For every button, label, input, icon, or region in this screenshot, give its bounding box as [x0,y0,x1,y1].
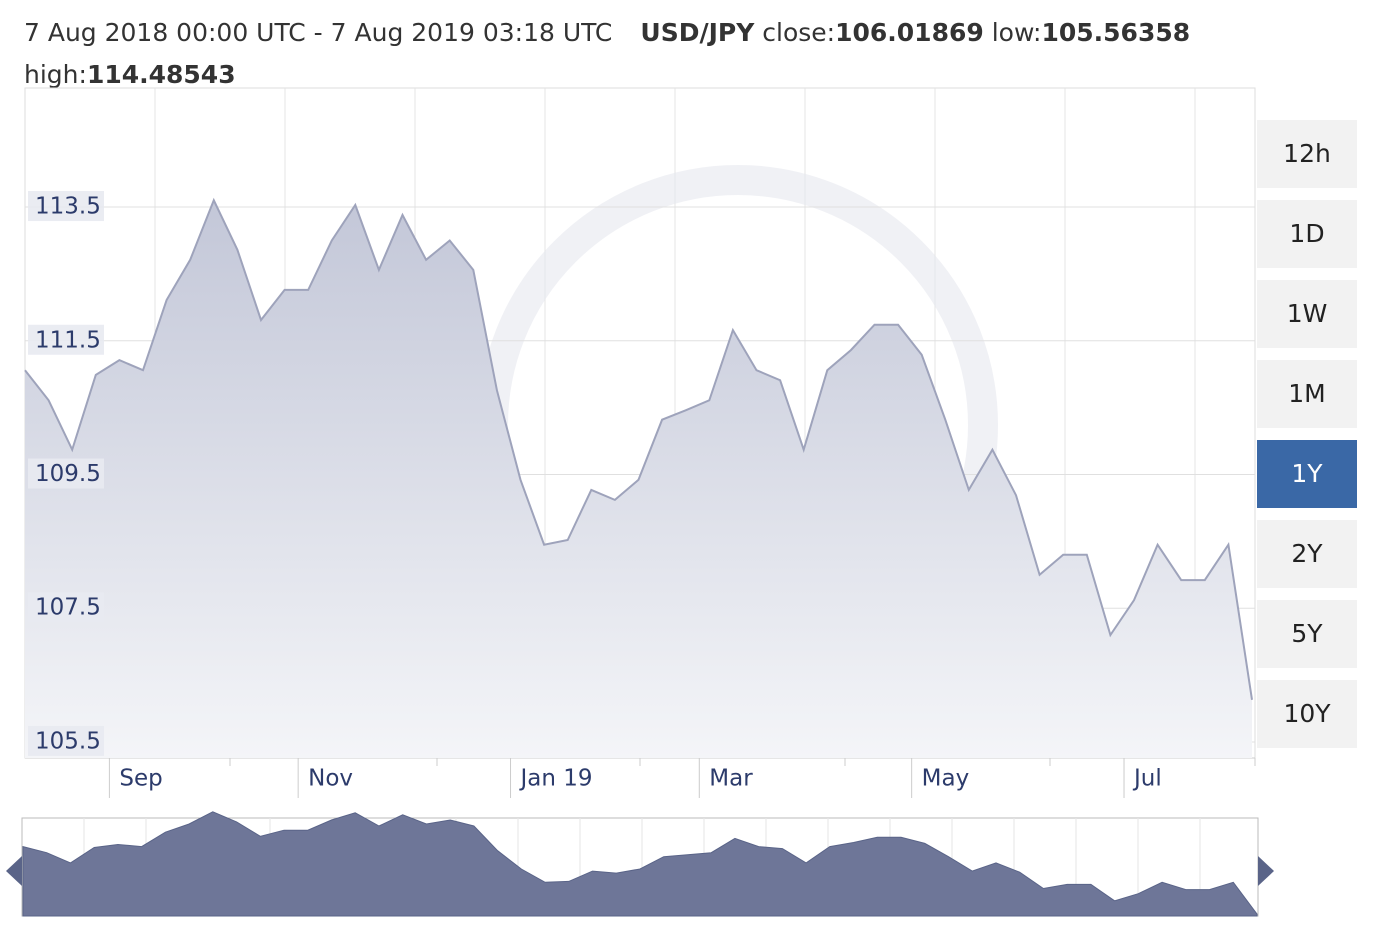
range-button-label[interactable]: 12h [1283,139,1331,168]
y-tick-label-bg [28,592,104,623]
range-button-label[interactable]: 1M [1288,379,1325,408]
close-value: 106.01869 [835,18,984,47]
low-value: 105.56358 [1041,18,1191,47]
low-label: low: [991,18,1042,47]
area [25,200,1252,759]
x-tick-label: Mar [709,766,753,792]
date-range: 7 Aug 2018 00:00 UTC - 7 Aug 2019 03:18 … [24,18,613,47]
y-tick-label-bg [28,324,104,355]
range-button[interactable] [1257,680,1357,748]
navigator-area [22,811,1258,917]
navigator-handle-left[interactable] [6,856,22,886]
x-tick-label: Jan 19 [519,766,593,792]
y-tick-label-bg [28,725,104,756]
y-tick-label: 113.5 [35,194,101,220]
range-button[interactable] [1257,280,1357,348]
header: 7 Aug 2018 00:00 UTC - 7 Aug 2019 03:18 … [24,12,1324,96]
high-label: high: [24,60,87,89]
range-button[interactable] [1257,600,1357,668]
x-tick-label: May [922,766,970,792]
x-tick-label: Jul [1132,766,1162,792]
close-label: close: [762,18,836,47]
y-tick-label: 111.5 [35,327,101,353]
navigator-handle-right[interactable] [1258,856,1274,886]
x-tick-label: Sep [119,766,162,792]
pair: USD/JPY [640,18,755,47]
range-button-label[interactable]: 2Y [1291,539,1323,568]
y-tick-label-bg [28,191,104,222]
range-button-label[interactable]: 1Y [1291,459,1323,488]
range-button[interactable] [1257,120,1357,188]
y-tick-label-bg [28,458,104,489]
range-button[interactable] [1257,440,1357,508]
line [24,197,1253,700]
range-button[interactable] [1257,360,1357,428]
range-button[interactable] [1257,200,1357,268]
x-tick-label: Nov [308,766,353,792]
y-tick-label: 105.5 [35,728,101,754]
high-value: 114.48543 [86,60,236,89]
range-button-label[interactable]: 1D [1289,219,1324,248]
range-button-label[interactable]: 1W [1287,299,1328,328]
y-tick-label: 107.5 [35,595,101,621]
range-button-label[interactable]: 10Y [1283,699,1331,728]
y-tick-label: 109.5 [35,461,101,487]
range-button-label[interactable]: 5Y [1291,619,1323,648]
range-button[interactable] [1257,520,1357,588]
